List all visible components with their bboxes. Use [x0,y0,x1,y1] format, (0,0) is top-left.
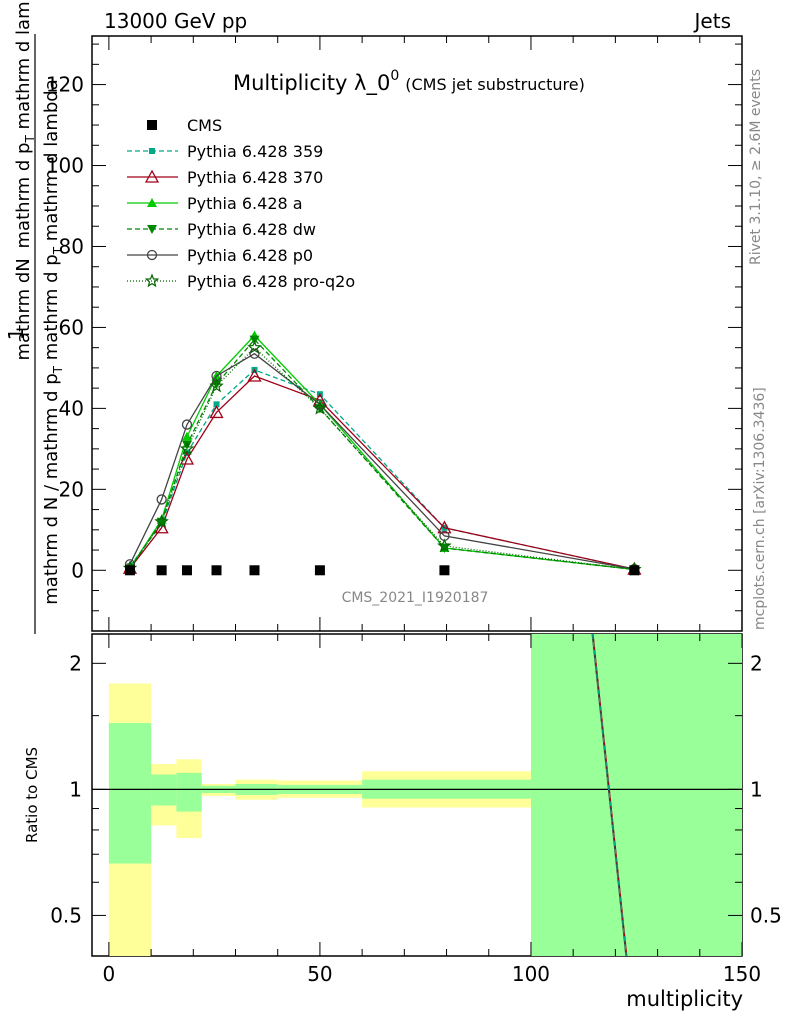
watermark: CMS_2021_I1920187 [342,590,489,606]
ytick-label: 120 [46,73,84,97]
ratio-ytick-label: 2 [69,651,82,675]
ytick-label: 20 [59,477,84,501]
xtick-label: 0 [103,962,116,986]
chart-title: Multiplicity λ_00 (CMS jet substructure) [233,68,585,96]
data-point [156,494,167,505]
ylabel-num-3: T [23,135,37,144]
data-point [211,380,222,390]
legend-label: Pythia 6.428 a [187,194,303,213]
mcplots-label: mcplots.cern.ch [arXiv:1306.3436] [752,387,768,630]
chart-title-main: Multiplicity λ_0 [233,71,390,96]
data-point [211,565,222,576]
legend-marker [146,249,158,261]
legend-label: Pythia 6.428 p0 [187,246,313,265]
axes-layer: 0 20 40 60 80 100 120 0 50 100 150 0.5 0.5 1 1 2 2 [46,36,782,986]
ylabel-num-2: mathrm d p [13,143,34,249]
series-line [129,346,635,571]
ylabel-num-4: mathrm d lambda [13,0,34,129]
series-line [129,352,635,570]
series-line [129,334,635,571]
ylabel-den-3: mathrm d p [41,254,62,360]
data-point [181,440,192,450]
series-line [129,369,635,570]
ylabel-den-2: T [51,365,65,374]
data-point [181,419,193,430]
ylabel-num-1: mathrm dN [13,258,34,360]
ratio-ytick-label: 0.5 [50,903,82,927]
ratio-ytick-label-right: 1 [750,777,763,801]
data-point [437,538,452,553]
ylabel-one: 1 [4,328,28,341]
data-point [629,565,640,576]
rivet-label: Rivet 3.1.10, ≥ 2.6M events [748,69,764,265]
legend-label: Pythia 6.428 370 [187,168,323,187]
chart-subtitle: (CMS jet substructure) [405,75,585,94]
data-point [247,340,262,354]
legend-label: Pythia 6.428 pro-q2o [187,272,355,291]
data-point [179,441,195,456]
ratio-band-inner [176,772,202,812]
ylabel-den-4: T [51,246,65,255]
legend-marker [149,148,155,154]
data-point [124,565,135,576]
legend-label: Pythia 6.428 359 [187,142,323,161]
legend-marker [144,273,160,288]
ratio-layer [92,633,742,957]
data-point [209,405,224,419]
series-line [129,338,635,571]
ratio-ylabel: Ratio to CMS [23,747,41,843]
legend-marker [147,120,157,130]
chart-title-sup: 0 [390,68,399,84]
main-ylabel: 1 mathrm dN mathrm d pT mathrm d lambda … [4,0,67,634]
data-point [181,565,192,576]
legend-label: CMS [187,116,222,135]
xtick-label: 150 [723,962,761,986]
ratio-ytick-label-right: 2 [750,651,763,675]
data-point [249,348,260,359]
main-layer [122,330,642,576]
legend-marker [147,225,157,234]
ytick-label: 40 [59,396,84,420]
data-point [247,368,262,382]
ytick-label: 80 [59,234,84,258]
legend-marker [147,198,157,207]
legend-label: Pythia 6.428 dw [187,220,316,239]
data-point [439,565,450,576]
legend-marker [144,169,160,183]
xlabel: multiplicity [626,987,743,1011]
ylabel-numerator: mathrm dN mathrm d pT mathrm d lambda [13,0,39,361]
data-point [314,565,325,576]
main-plot-frame [91,35,743,632]
ytick-label: 60 [59,315,84,339]
ratio-ytick-label: 1 [69,777,82,801]
xtick-label: 100 [512,962,550,986]
xtick-label: 50 [307,962,332,986]
legend: CMS Pythia 6.428 359 Pythia 6.428 370 Pythi… [127,116,355,291]
ylabel-den-1: mathrm d N / mathrm d p [41,373,62,604]
header-left: 13000 GeV pp [104,9,247,33]
data-point [437,520,452,534]
data-point [312,400,328,415]
data-point [154,514,169,528]
data-point [209,378,224,393]
header-right: Jets [693,9,731,33]
data-point [154,520,169,534]
ylabel-den-5: mathrm d lambda [41,79,62,241]
ytick-label: 100 [46,154,84,178]
data-point [249,565,260,576]
data-point [156,565,167,576]
ratio-mc-line [591,633,627,957]
ytick-label: 0 [71,558,84,582]
ratio-band-inner [151,774,177,806]
ratio-band-inner [530,634,742,956]
data-point [213,401,220,408]
series-line [129,375,635,570]
ratio-ytick-label-right: 0.5 [750,903,782,927]
ylabel-denominator: mathrm d N / mathrm d pT mathrm d pT mat… [41,79,67,605]
ratio-band-inner [108,723,152,864]
